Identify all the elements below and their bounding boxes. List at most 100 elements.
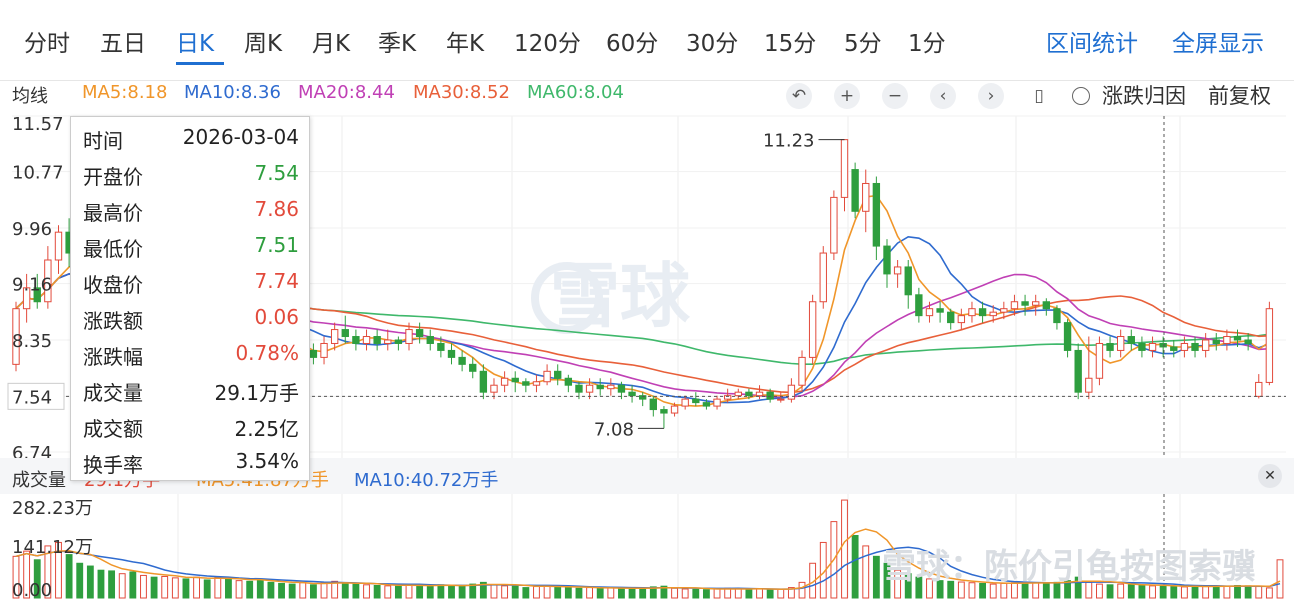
time-label: 时间 [83,129,123,153]
volume-bar [97,569,105,599]
turnover-label: 换手率 [83,453,143,477]
tab-4[interactable]: 月K [312,31,351,57]
high-label: 最高价 [83,201,143,225]
tab-11[interactable]: 5分 [844,31,882,57]
tab-1[interactable]: 五日 [100,31,146,57]
volume-bar [1106,584,1114,599]
tab-7[interactable]: 120分 [514,31,581,57]
amount-value: 2.25亿 [234,417,299,441]
volume-bar [171,577,179,599]
volume-bar [352,583,360,599]
volume-bar [1149,585,1156,599]
volume-bar [1234,584,1241,599]
max-annotation-label: 11.23 [763,131,815,152]
chevron-left-icon[interactable]: ‹ [930,83,956,109]
price-tick-label: 9.96 [12,219,52,240]
close-value: 7.74 [254,269,299,293]
tab-8[interactable]: 60分 [606,31,659,57]
volume-bar [554,586,562,599]
candle-body [1201,339,1210,351]
volume-bar [947,580,955,599]
volume-bar [203,579,211,599]
candlestick-icon[interactable]: ▯ [1026,83,1052,109]
tab-5[interactable]: 季K [378,31,417,57]
candle-body [22,287,31,310]
volume-bar [1255,586,1263,599]
candle-body [702,402,711,407]
candle-body [1010,301,1019,310]
tab-6[interactable]: 年K [446,31,485,57]
volume-bar [1170,586,1178,599]
volume-bar [299,582,307,599]
volume-tick-label: 282.23万 [12,498,93,519]
volume-tick-label: 0.00 [12,580,52,601]
undo-icon[interactable]: ↶ [786,83,812,109]
candle-body [1074,349,1082,393]
volume-bar [618,588,625,599]
tab-3[interactable]: 周K [244,31,283,57]
price-tick-label: 11.57 [12,114,64,135]
candle-body [469,363,477,372]
tab-12[interactable]: 1分 [908,31,946,57]
tab-9[interactable]: 30分 [686,31,739,57]
volume-bar [915,576,923,599]
volume-bar [1244,585,1252,599]
volume-bar [1138,584,1146,599]
volume-bar [756,588,763,599]
candle-body [1191,342,1199,351]
candle-body [500,377,509,386]
candle-body [723,395,732,400]
low-label: 最低价 [83,237,143,261]
tab-2[interactable]: 日K [176,31,215,57]
candle-body [479,370,488,393]
candle-body [426,336,434,344]
ohlc-tooltip: 时间 2026-03-04 开盘价 7.54 最高价 7.86 最低价 7.51 收盘价… [70,116,310,481]
volume-bar [1127,584,1135,599]
volume-bar [150,576,158,599]
candle-body [968,308,976,317]
volume-bar [65,554,73,599]
volume-bar [766,589,774,599]
volume-bar [235,580,243,599]
plus-icon[interactable]: + [834,83,860,109]
volume-bar [1265,587,1273,599]
volume-bar [1064,580,1071,599]
volume-bar [161,575,169,599]
candle-body [362,336,371,344]
volume-bar [522,587,530,599]
period-tabs: 分时 五日 日K 周K 月K 季K 年K 120分 60分 30分 15分 5分 1分 区间统计 全屏显… [0,0,1294,81]
candle-body [33,287,41,303]
candle-body [830,196,838,254]
minus-icon[interactable]: − [882,83,908,109]
candle-body [766,391,774,400]
attribution-radio[interactable] [1072,87,1090,105]
volume-bar [926,578,933,599]
candle-body [1223,336,1231,344]
tab-10[interactable]: 15分 [764,31,817,57]
tab-0[interactable]: 分时 [24,31,70,57]
volume-label: 成交量 [12,470,66,491]
fullscreen-link[interactable]: 全屏显示 [1172,31,1264,57]
volume-bar [55,541,62,599]
candle-body [1000,308,1008,313]
volume-bar [108,570,116,599]
adjust-dropdown[interactable]: 前复权 [1208,84,1271,108]
candle-body [936,308,944,313]
candle-body [745,391,753,397]
candle-body [957,315,966,324]
candle-body [1159,342,1167,348]
time-value: 2026-03-04 [182,125,299,149]
volume-bar [841,499,848,599]
volume-bar [448,585,455,599]
close-icon[interactable]: ✕ [1258,464,1282,488]
chevron-right-icon[interactable]: › [978,83,1004,109]
volume-bar [12,555,20,599]
volume-bar [479,581,487,599]
volume-bar [702,589,710,599]
interval-stats-link[interactable]: 区间统计 [1046,31,1138,57]
volume-bar [288,583,296,599]
candle-body [437,342,445,351]
candle-body [564,377,573,386]
volume-bar [458,584,466,599]
candle-body [54,231,63,261]
